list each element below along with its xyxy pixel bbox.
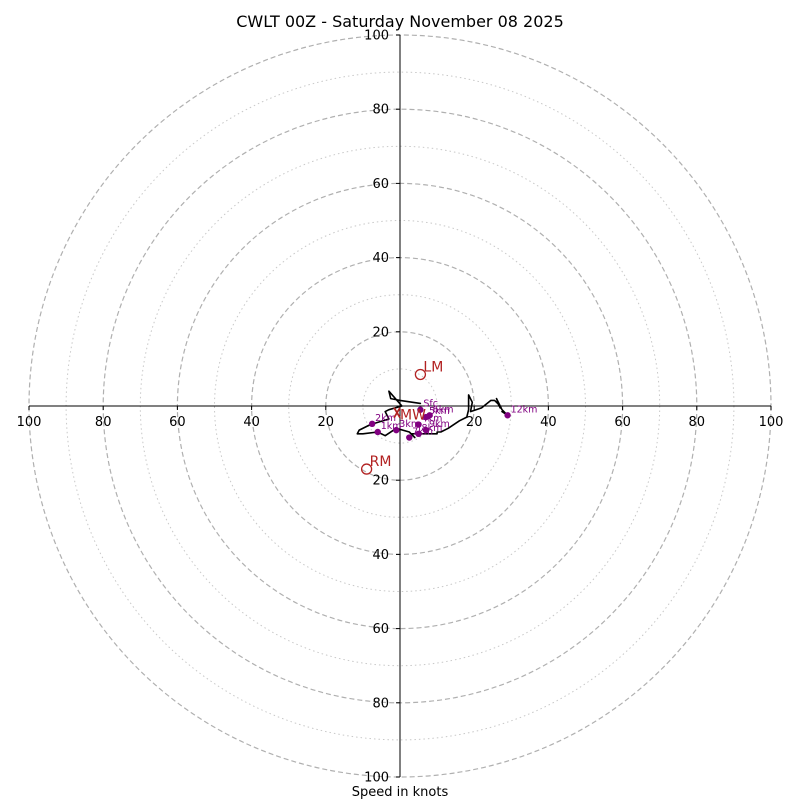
height-marker: [374, 428, 381, 436]
height-marker-label: 7km: [412, 427, 433, 438]
height-marker: [417, 406, 424, 413]
hodograph-trace: [356, 390, 509, 439]
y-tick-label: 60: [372, 622, 389, 637]
storm-motions: LM RM MW: [360, 359, 443, 475]
x-tick-label: 100: [17, 415, 42, 430]
y-tick-label: 100: [364, 29, 389, 44]
y-tick-label: 40: [372, 251, 389, 266]
chart-title: CWLT 00Z - Saturday November 08 2025: [236, 12, 564, 31]
tick-labels: 100 80 60 40 20 20 40 60 80 100 100 80 60 40 20 20 40 60 8…: [17, 29, 784, 786]
height-marker: [415, 421, 422, 428]
x-tick-label: 80: [689, 415, 706, 430]
y-tick-label: 100: [364, 771, 389, 786]
height-marker-label: 1km: [381, 421, 402, 432]
height-marker: [422, 426, 430, 434]
storm-motion-marker: [414, 368, 427, 381]
height-marker: [415, 430, 422, 438]
x-tick-label: 100: [759, 415, 784, 430]
storm-motion-label: RM: [370, 454, 392, 470]
height-marker-label: 12km: [511, 404, 538, 415]
x-tick-label: 80: [95, 415, 112, 430]
height-marker-label: 8km: [422, 423, 443, 434]
height-marker-label: 9km: [429, 419, 450, 430]
height-marker: [406, 434, 413, 441]
x-tick-label: 40: [243, 415, 260, 430]
y-tick-label: 40: [372, 548, 389, 563]
y-tick-label: 80: [372, 103, 389, 118]
height-marker-label: Sfc: [423, 399, 438, 410]
x-tick-label: 60: [614, 415, 631, 430]
wind-profile: [356, 390, 509, 439]
storm-motion-marker: [360, 463, 373, 475]
x-axis-label: Speed in knots: [352, 785, 449, 800]
y-tick-label: 20: [372, 325, 389, 340]
height-marker: [393, 426, 400, 434]
height-marker-label: 6km: [433, 404, 454, 415]
y-tick-label: 60: [372, 177, 389, 192]
height-marker-label: 4km: [422, 414, 443, 425]
height-marker: [426, 412, 433, 419]
mean-wind-marker: [393, 407, 401, 419]
height-marker: [504, 412, 511, 419]
height-marker-label: 5km: [429, 406, 450, 417]
height-marker-label: 2km: [375, 413, 396, 424]
x-tick-label: 20: [466, 415, 483, 430]
mean-wind-label: MW: [400, 408, 426, 424]
y-tick-label: 80: [372, 696, 389, 711]
x-tick-label: 20: [318, 415, 335, 430]
height-marker-label: 3km: [399, 419, 420, 430]
x-tick-label: 40: [540, 415, 557, 430]
storm-motion-label: LM: [423, 359, 443, 375]
y-tick-label: 20: [372, 474, 389, 489]
x-tick-label: 60: [169, 415, 186, 430]
height-marker: [368, 420, 376, 428]
